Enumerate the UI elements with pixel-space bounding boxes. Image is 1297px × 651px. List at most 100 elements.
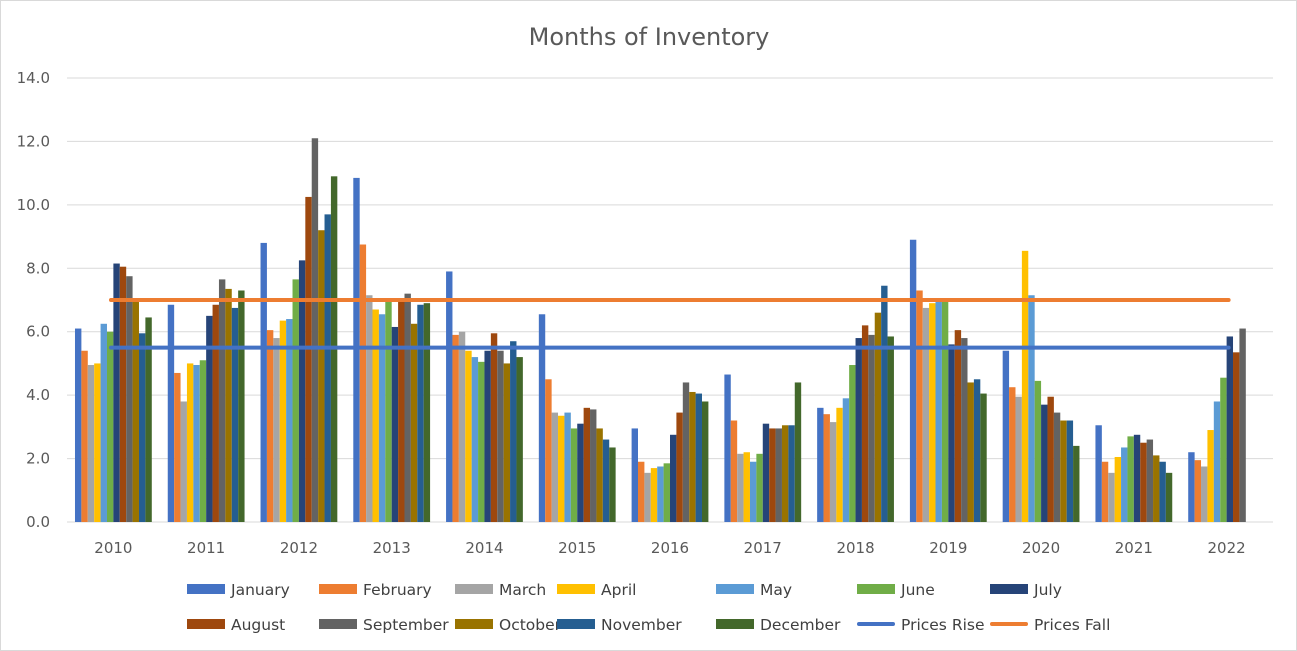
x-tick-label: 2014	[465, 539, 503, 557]
bar-april-2022	[1207, 430, 1214, 522]
bar-december-2016	[702, 401, 709, 522]
bar-march-2020	[1015, 396, 1022, 522]
y-tick-label: 4.0	[26, 386, 50, 404]
bar-march-2012	[273, 338, 280, 522]
legend-swatch-april	[557, 584, 595, 594]
bar-august-2016	[676, 412, 683, 522]
legend-swatch-june	[857, 584, 895, 594]
bar-september-2013	[404, 293, 411, 522]
legend-swatch-january	[187, 584, 225, 594]
bar-january-2010	[74, 328, 82, 522]
y-tick-label: 8.0	[26, 259, 50, 277]
x-tick-label: 2020	[1022, 539, 1060, 557]
bar-may-2011	[193, 365, 200, 522]
bar-june-2014	[478, 361, 485, 522]
bar-october-2018	[874, 312, 882, 522]
legend-label-october: October	[499, 616, 562, 634]
legend-label-january: January	[230, 581, 290, 599]
bar-may-2012	[286, 319, 293, 522]
bar-august-2012	[305, 196, 312, 522]
bar-july-2010	[113, 263, 120, 522]
bar-june-2021	[1127, 436, 1134, 522]
bar-may-2019	[935, 300, 942, 522]
bar-january-2016	[631, 428, 638, 522]
legend-swatch-august	[187, 619, 225, 629]
legend-swatch-october	[455, 619, 493, 629]
bar-july-2012	[298, 260, 306, 522]
bar-november-2012	[324, 214, 331, 522]
x-tick-label: 2012	[280, 539, 318, 557]
bar-august-2013	[398, 301, 405, 522]
legend-label-prices-fall: Prices Fall	[1034, 616, 1110, 634]
bar-february-2022	[1194, 460, 1202, 522]
bar-march-2016	[644, 472, 651, 522]
legend-swatch-november	[557, 619, 595, 629]
legend-swatch-december	[716, 619, 754, 629]
bar-may-2016	[657, 466, 664, 522]
bar-december-2011	[238, 290, 245, 522]
bar-october-2010	[132, 300, 139, 522]
bar-september-2017	[775, 428, 782, 522]
x-tick-label: 2016	[651, 539, 689, 557]
bar-december-2021	[1165, 472, 1173, 522]
bar-february-2013	[359, 244, 367, 522]
legend-label-march: March	[499, 581, 546, 599]
bar-march-2014	[458, 331, 466, 522]
bar-november-2018	[881, 285, 888, 522]
x-tick-label: 2017	[744, 539, 782, 557]
bar-january-2015	[538, 314, 546, 522]
x-axis-tick-labels: 2010 2011 2012 2013 2014 2015 2016 2017 2018 2019…	[94, 539, 1245, 557]
bar-december-2017	[794, 382, 802, 522]
bar-may-2013	[378, 314, 386, 522]
legend-label-july: July	[1033, 581, 1062, 599]
bar-june-2013	[385, 301, 392, 522]
bar-july-2020	[1041, 404, 1048, 522]
y-tick-label: 12.0	[17, 132, 50, 150]
bar-april-2016	[650, 468, 658, 522]
legend-swatch-may	[716, 584, 754, 594]
bar-march-2021	[1108, 472, 1115, 522]
bar-may-2020	[1028, 295, 1035, 522]
bar-august-2020	[1047, 396, 1054, 522]
bar-july-2018	[855, 338, 862, 522]
bar-august-2022	[1233, 352, 1240, 522]
legend-swatch-september	[319, 619, 357, 629]
bar-february-2018	[823, 414, 830, 522]
y-tick-label: 10.0	[17, 196, 50, 214]
bar-june-2018	[849, 365, 856, 522]
bar-december-2010	[145, 317, 152, 522]
bar-january-2021	[1095, 425, 1102, 522]
bar-october-2017	[781, 425, 789, 522]
bar-july-2014	[484, 350, 491, 522]
bar-september-2015	[590, 409, 597, 522]
legend-label-february: February	[363, 581, 432, 599]
bar-july-2015	[577, 423, 584, 522]
bar-november-2010	[138, 333, 146, 522]
x-tick-label: 2013	[373, 539, 411, 557]
bar-june-2017	[756, 453, 763, 522]
bar-october-2012	[318, 230, 325, 522]
bar-february-2016	[638, 461, 645, 522]
legend-label-december: December	[760, 616, 841, 634]
bar-april-2019	[929, 303, 936, 522]
bar-august-2014	[490, 333, 498, 522]
x-tick-label: 2015	[558, 539, 596, 557]
bar-september-2020	[1053, 412, 1061, 522]
bar-may-2014	[471, 357, 479, 522]
y-axis-tick-labels: 0.0 2.0 4.0 6.0 8.0 10.0 12.0 14.0	[17, 69, 50, 531]
bar-august-2017	[769, 428, 776, 522]
bar-july-2022	[1226, 336, 1234, 522]
bar-june-2010	[106, 331, 114, 522]
bar-may-2015	[564, 412, 571, 522]
bar-december-2019	[980, 393, 987, 522]
bar-july-2017	[762, 423, 770, 522]
bar-january-2012	[260, 242, 267, 522]
bar-september-2021	[1146, 439, 1154, 522]
reference-lines	[108, 298, 1231, 350]
legend-swatch-march	[455, 584, 493, 594]
bar-february-2021	[1101, 461, 1109, 522]
legend-label-june: June	[900, 581, 935, 599]
bar-series	[74, 138, 1246, 523]
